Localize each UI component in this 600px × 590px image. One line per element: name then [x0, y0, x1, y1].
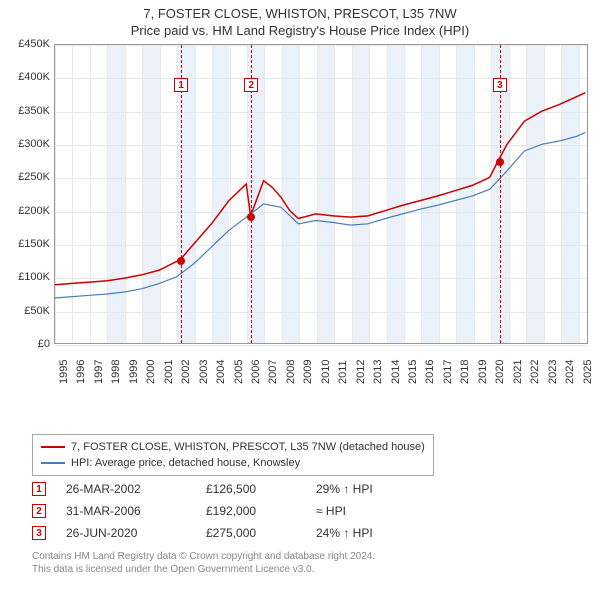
x-axis-label: 2022: [529, 360, 541, 384]
x-axis-label: 1995: [58, 360, 70, 384]
footer-line2: This data is licensed under the Open Gov…: [32, 563, 375, 576]
x-axis-label: 2021: [512, 360, 524, 384]
event-marker-box: 2: [244, 78, 258, 92]
y-axis-label: £450K: [18, 38, 50, 50]
x-axis-label: 2008: [285, 360, 297, 384]
event-date: 26-MAR-2002: [66, 482, 206, 496]
event-hpi-delta: 29% ↑ HPI: [316, 482, 436, 496]
x-axis-label: 2005: [233, 360, 245, 384]
event-number-box: 1: [32, 482, 46, 496]
event-detail-row: 2 31-MAR-2006£192,000≈ HPI: [32, 500, 436, 522]
x-axis-label: 2009: [302, 360, 314, 384]
y-axis-label: £150K: [18, 238, 50, 250]
y-axis-label: £100K: [18, 271, 50, 283]
event-price: £126,500: [206, 482, 316, 496]
event-price: £192,000: [206, 504, 316, 518]
event-point-marker: [177, 257, 185, 265]
legend-swatch: [41, 446, 65, 448]
x-axis-label: 2003: [198, 360, 210, 384]
y-axis-label: £250K: [18, 171, 50, 183]
gridline-h: [55, 345, 587, 346]
event-marker-box: 1: [174, 78, 188, 92]
event-detail-row: 1 26-MAR-2002£126,50029% ↑ HPI: [32, 478, 436, 500]
chart-title-address: 7, FOSTER CLOSE, WHISTON, PRESCOT, L35 7…: [0, 6, 600, 21]
event-number-box: 3: [32, 526, 46, 540]
x-axis-label: 2001: [163, 360, 175, 384]
x-axis-label: 1996: [75, 360, 87, 384]
event-point-marker: [496, 158, 504, 166]
x-axis-label: 2012: [355, 360, 367, 384]
event-price: £275,000: [206, 526, 316, 540]
y-axis-label: £400K: [18, 71, 50, 83]
x-axis-label: 2000: [145, 360, 157, 384]
x-axis-label: 2020: [494, 360, 506, 384]
legend-label: HPI: Average price, detached house, Know…: [71, 457, 300, 469]
x-axis-label: 2010: [320, 360, 332, 384]
x-axis-label: 2002: [180, 360, 192, 384]
line-chart-svg: [55, 45, 587, 343]
legend-label: 7, FOSTER CLOSE, WHISTON, PRESCOT, L35 7…: [71, 441, 425, 453]
x-axis-label: 2014: [390, 360, 402, 384]
event-number-box: 2: [32, 504, 46, 518]
chart-container: 7, FOSTER CLOSE, WHISTON, PRESCOT, L35 7…: [0, 0, 600, 590]
x-axis-label: 2025: [582, 360, 594, 384]
series-hpi: [55, 132, 585, 298]
event-date: 26-JUN-2020: [66, 526, 206, 540]
chart-subtitle: Price paid vs. HM Land Registry's House …: [0, 23, 600, 38]
x-axis-label: 2004: [215, 360, 227, 384]
title-block: 7, FOSTER CLOSE, WHISTON, PRESCOT, L35 7…: [0, 0, 600, 38]
event-marker-box: 3: [493, 78, 507, 92]
plot-area: 1 2 3: [54, 44, 588, 344]
y-axis-label: £300K: [18, 138, 50, 150]
x-axis-label: 2024: [564, 360, 576, 384]
chart-area: £0 £50K £100K £150K £200K £250K £300K £350K £400…: [8, 44, 592, 389]
event-hpi-delta: 24% ↑ HPI: [316, 526, 436, 540]
x-axis-label: 1997: [93, 360, 105, 384]
event-detail-row: 3 26-JUN-2020£275,00024% ↑ HPI: [32, 522, 436, 544]
legend-row: HPI: Average price, detached house, Know…: [41, 455, 425, 471]
x-axis-label: 2006: [250, 360, 262, 384]
x-axis-label: 2018: [459, 360, 471, 384]
footer-attribution: Contains HM Land Registry data © Crown c…: [32, 550, 375, 576]
x-axis-label: 1998: [110, 360, 122, 384]
x-axis-label: 2013: [372, 360, 384, 384]
x-axis-label: 2023: [547, 360, 559, 384]
y-axis-label: £200K: [18, 205, 50, 217]
x-axis-label: 2015: [407, 360, 419, 384]
event-hpi-delta: ≈ HPI: [316, 504, 436, 518]
event-date: 31-MAR-2006: [66, 504, 206, 518]
y-axis-label: £50K: [24, 305, 50, 317]
x-axis-label: 2011: [337, 360, 349, 384]
series-property: [55, 93, 585, 285]
y-axis-label: £350K: [18, 105, 50, 117]
x-axis-label: 2016: [424, 360, 436, 384]
x-axis-label: 2007: [267, 360, 279, 384]
y-axis-label: £0: [38, 338, 50, 350]
legend-swatch: [41, 462, 65, 464]
footer-line1: Contains HM Land Registry data © Crown c…: [32, 550, 375, 563]
event-point-marker: [247, 213, 255, 221]
x-axis-label: 2019: [477, 360, 489, 384]
legend-box: 7, FOSTER CLOSE, WHISTON, PRESCOT, L35 7…: [32, 434, 434, 476]
x-axis-label: 2017: [442, 360, 454, 384]
events-table: 1 26-MAR-2002£126,50029% ↑ HPI 2 31-MAR-200…: [32, 478, 436, 544]
x-axis-label: 1999: [128, 360, 140, 384]
legend-row: 7, FOSTER CLOSE, WHISTON, PRESCOT, L35 7…: [41, 439, 425, 455]
